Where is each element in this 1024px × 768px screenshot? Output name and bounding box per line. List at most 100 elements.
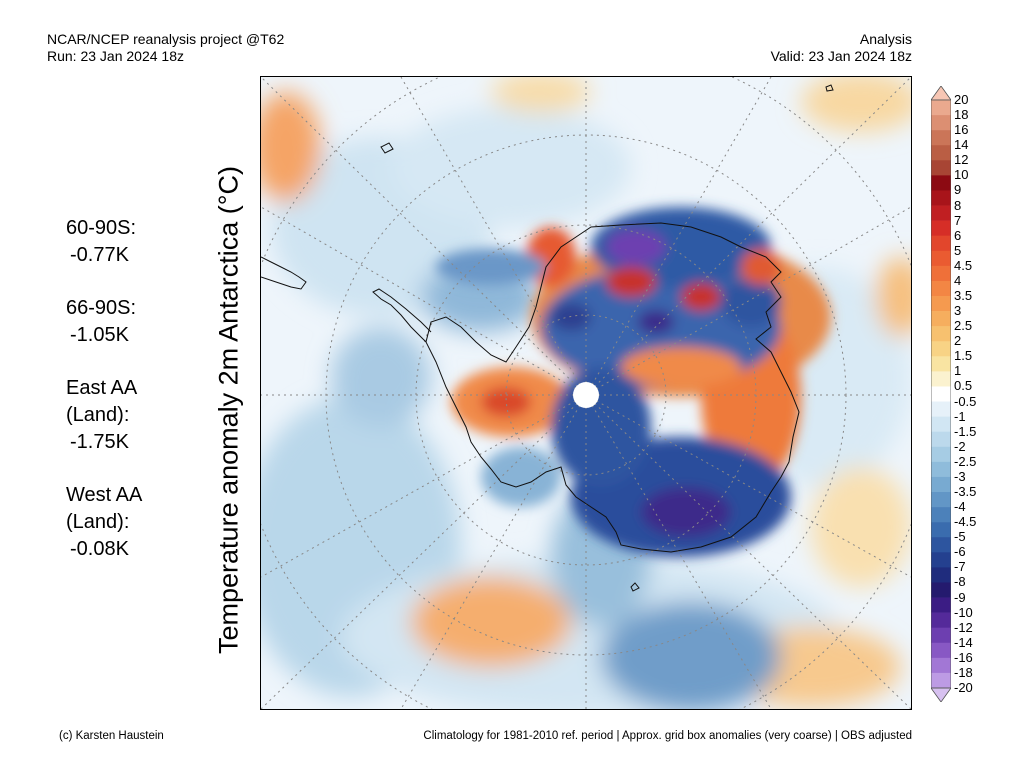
colorbar-bin — [931, 401, 951, 417]
colorbar-tick-label: -8 — [954, 574, 966, 590]
colorbar-bin — [931, 205, 951, 221]
valid-time: Valid: 23 Jan 2024 18z — [770, 48, 912, 64]
colorbar-bin — [931, 296, 951, 312]
stat-60-90s: 60-90S: -0.77K — [66, 215, 142, 269]
colorbar-bin — [931, 657, 951, 674]
colorbar-tick-label: 9 — [954, 182, 962, 198]
colorbar-bin — [931, 416, 951, 432]
colorbar-bin — [931, 461, 951, 478]
colorbar-tick-label: -3 — [954, 468, 966, 484]
copyright: (c) Karsten Haustein — [59, 730, 164, 742]
colorbar-bin — [931, 175, 951, 191]
colorbar-tick-label: -16 — [954, 649, 973, 665]
colorbar-tick-label: 10 — [954, 167, 969, 183]
colorbar-tick-label: -2 — [954, 438, 966, 454]
colorbar-tick-label: 5 — [954, 242, 962, 258]
colorbar-tick-label: 14 — [954, 137, 969, 153]
colorbar-bin — [931, 160, 951, 176]
colorbar-bin — [931, 642, 951, 659]
colorbar-tick-label: 18 — [954, 107, 969, 123]
colorbar-bin — [931, 235, 951, 252]
colorbar-tick-label: -10 — [954, 604, 973, 620]
colorbar-bin — [931, 597, 951, 613]
colorbar-bin — [931, 145, 951, 161]
stat-region: 60-90S: — [66, 217, 137, 239]
colorbar-tick-label: 1.5 — [954, 348, 973, 364]
analysis-type: Analysis — [859, 31, 912, 47]
colorbar-tick-label: -1.5 — [954, 423, 977, 439]
graticule — [261, 77, 911, 709]
colorbar-tick-label: -12 — [954, 619, 973, 635]
colorbar-bin — [931, 371, 951, 387]
colorbar-bin — [931, 612, 951, 628]
colorbar-tick-label: -4 — [954, 499, 966, 515]
stat-west-aa: West AA (Land): -0.08K — [66, 482, 142, 563]
colorbar-bin — [931, 492, 951, 508]
colorbar-tick-label: -3.5 — [954, 484, 977, 499]
colorbar-tick-label: -0.5 — [954, 393, 977, 409]
header-right: Analysis Valid: 23 Jan 2024 18z — [771, 31, 912, 65]
stat-east-aa: East AA (Land): -1.75K — [66, 375, 142, 456]
colorbar-tick-label: -9 — [954, 589, 966, 605]
colorbar-tick-label: -5 — [954, 529, 966, 545]
header-left: NCAR/NCEP reanalysis project @T62 Run: 2… — [47, 31, 284, 65]
climatology-note: Climatology for 1981-2010 ref. period | … — [423, 730, 912, 742]
project-title: NCAR/NCEP reanalysis project @T62 — [47, 31, 285, 47]
colorbar-bin — [931, 582, 951, 598]
colorbar-tick-label: 12 — [954, 152, 969, 168]
colorbar-tick-label: 3.5 — [954, 288, 973, 303]
colorbar-bin — [931, 341, 951, 357]
colorbar-bin — [931, 552, 951, 568]
colorbar-cap-bottom — [930, 687, 952, 703]
colorbar-tick-label: 16 — [954, 122, 969, 138]
colorbar-tick-label: 20 — [954, 92, 969, 107]
colorbar-tick-label: 2 — [954, 333, 962, 349]
colorbar-tick-label: 7 — [954, 212, 962, 228]
colorbar-bin — [931, 100, 951, 116]
south-america-coast — [261, 256, 307, 290]
colorbar-tick-label: -4.5 — [954, 514, 977, 530]
colorbar-cap-top — [930, 85, 952, 101]
antarctic-peninsula — [372, 288, 432, 343]
colorbar-bin — [931, 356, 951, 372]
colorbar-tick-label: -2.5 — [954, 453, 977, 469]
colorbar-tick-label: 4.5 — [954, 257, 973, 273]
colorbar-tick-label: -7 — [954, 559, 966, 575]
anomaly-map — [260, 76, 912, 710]
colorbar-tick-label: -6 — [954, 544, 966, 560]
colorbar-tick-label: 0.5 — [954, 378, 973, 394]
anomaly-field-detail — [436, 207, 831, 557]
pole-mask — [573, 382, 599, 408]
colorbar-bin — [931, 311, 951, 327]
colorbar-tick-label: 3 — [954, 303, 962, 319]
colorbar-bin — [931, 507, 951, 523]
colorbar-bin — [931, 265, 951, 282]
colorbar-bin — [931, 130, 951, 146]
colorbar-tick-label: 8 — [954, 197, 962, 213]
colorbar-bin — [931, 537, 951, 553]
stat-66-90s: 66-90S: -1.05K — [66, 295, 142, 349]
stat-region: East AA (Land): — [66, 377, 138, 426]
island-outline — [380, 84, 834, 592]
colorbar-tick-label: 1 — [954, 363, 962, 379]
colorbar-bin — [931, 190, 951, 206]
colorbar-bin — [931, 522, 951, 538]
stat-region: 66-90S: — [66, 297, 137, 319]
colorbar-bin — [931, 115, 951, 131]
colorbar-tick-label: 2.5 — [954, 318, 973, 334]
stat-region: West AA (Land): — [66, 484, 143, 533]
map-title: Temperature anomaly 2m Antarctica (°C) — [213, 166, 244, 654]
colorbar-bin — [931, 250, 951, 267]
stat-value: -0.77K — [70, 244, 129, 266]
colorbar-bin — [931, 446, 951, 463]
colorbar-tick-label: -14 — [954, 634, 973, 650]
colorbar-bin — [931, 280, 951, 297]
stats-panel: 60-90S: -0.77K 66-90S: -1.05K East AA (L… — [66, 215, 142, 589]
colorbar-bin — [931, 567, 951, 583]
colorbar-bin — [931, 672, 951, 689]
colorbar-bin — [931, 386, 951, 402]
colorbar-tick-label: -18 — [954, 664, 973, 680]
anomaly-field-smooth — [261, 77, 911, 709]
colorbar-bin — [931, 476, 951, 493]
colorbar-bin — [931, 627, 951, 644]
